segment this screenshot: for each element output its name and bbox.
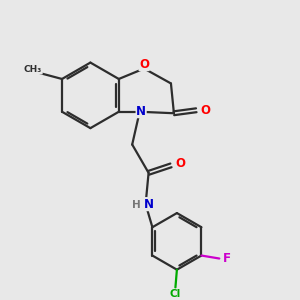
Text: O: O [176,158,185,170]
Text: H: H [132,200,140,210]
Text: O: O [139,58,149,70]
Text: Cl: Cl [170,289,181,299]
Text: O: O [201,104,211,117]
Text: F: F [223,252,231,265]
Text: CH₃: CH₃ [24,65,42,74]
Text: N: N [144,198,154,211]
Text: N: N [136,105,146,118]
